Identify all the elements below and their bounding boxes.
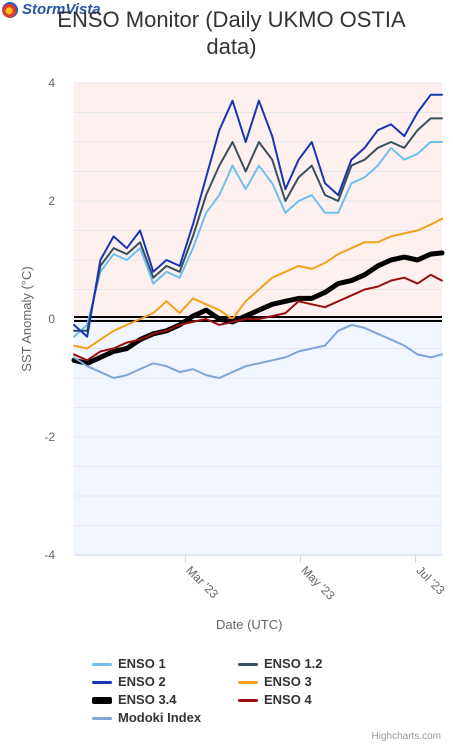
legend-label: ENSO 3.4	[118, 692, 177, 707]
legend-label: ENSO 3	[264, 674, 312, 689]
legend-label: ENSO 4	[264, 692, 312, 707]
y-tick-label: -4	[44, 548, 55, 562]
legend-label: Modoki Index	[118, 710, 202, 725]
series-line-enso-3-4[interactable]	[71, 250, 445, 366]
x-tick-label: Jul '23	[413, 563, 447, 597]
series-line-enso-2[interactable]	[73, 93, 443, 338]
series-line-enso-1-2[interactable]	[73, 117, 443, 332]
stormvista-logo-icon	[2, 2, 18, 18]
y-axis-title: SST Anomaly (°C)	[19, 266, 34, 371]
legend-symbol	[92, 681, 112, 684]
x-tick-label: May '23	[298, 563, 338, 603]
legend-symbol	[92, 663, 112, 666]
chart-title: ENSO Monitor (Daily UKMO OSTIA data)	[0, 6, 453, 60]
legend-symbol	[92, 717, 112, 720]
legend-symbol	[238, 663, 258, 666]
legend-label: ENSO 1	[118, 656, 166, 671]
legend-symbol	[238, 681, 258, 684]
legend-label: ENSO 1.2	[264, 656, 323, 671]
series-line-enso-4[interactable]	[73, 273, 443, 362]
y-tick-label: 2	[48, 194, 55, 208]
y-tick-label: -2	[44, 430, 55, 444]
legend-label: ENSO 2	[118, 674, 166, 689]
stormvista-logo: StormVista	[0, 0, 120, 22]
y-tick-label: 0	[48, 312, 55, 326]
series-line-enso-3[interactable]	[73, 217, 443, 350]
brand-name: StormVista	[22, 1, 101, 18]
series-line-modoki-index[interactable]	[73, 323, 443, 379]
x-axis-title: Date (UTC)	[216, 617, 283, 632]
x-tick-label: Mar '23	[183, 563, 221, 601]
chart-title-line-1: ENSO Monitor (Daily UKMO OSTIA	[57, 7, 406, 32]
highcharts-credits[interactable]: Highcharts.com	[371, 731, 441, 742]
legend-symbol	[92, 697, 112, 704]
chart-title-line-2: data)	[206, 34, 257, 59]
legend-symbol	[238, 699, 258, 702]
series-line-enso-1[interactable]	[73, 141, 443, 338]
y-tick-label: 4	[48, 76, 55, 90]
